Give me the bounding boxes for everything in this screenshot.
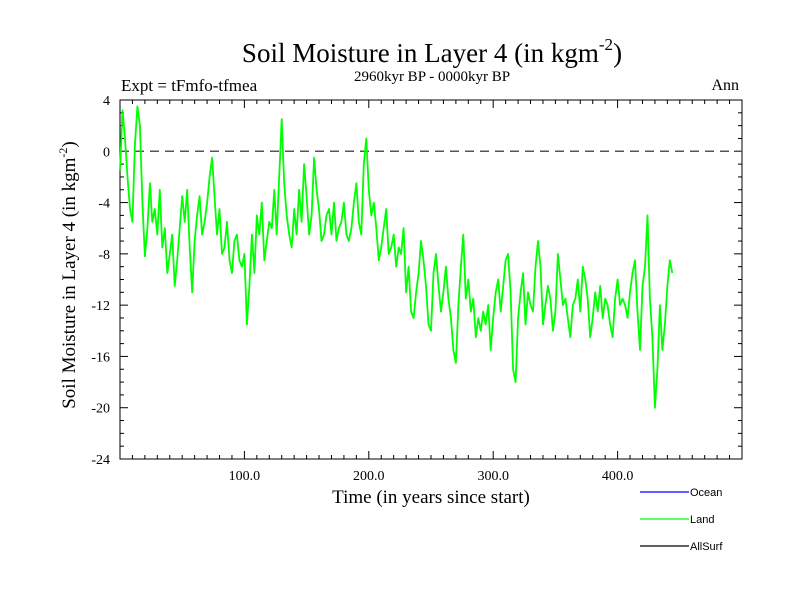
legend-ocean-label: Ocean (690, 487, 722, 499)
y-tick-label: -20 (91, 402, 110, 417)
x-axis-ticks: 100.0 200.0 300.0 400.0 (131, 100, 731, 484)
time-range-label: 2960kyr BP - 0000kyr BP (354, 69, 510, 85)
x-tick-label: 100.0 (229, 469, 261, 484)
y-tick-label: -12 (91, 299, 110, 314)
experiment-label: Expt = tFmfo-tfmea (121, 76, 258, 95)
season-label: Ann (711, 77, 739, 94)
legend: Ocean Land AllSurf (640, 487, 723, 553)
y-axis-label: Soil Moisture in Layer 4 (in kgm-2) (56, 141, 80, 409)
legend-allsurf-label: AllSurf (690, 541, 723, 553)
x-tick-label: 300.0 (477, 469, 509, 484)
legend-land-label: Land (690, 514, 714, 526)
y-tick-label: 4 (103, 94, 110, 109)
y-tick-label: -24 (91, 453, 110, 468)
y-tick-label: -4 (98, 197, 110, 212)
y-axis-ticks: 4 0 -4 -8 -12 -16 -20 -24 (91, 94, 742, 468)
series-group (119, 105, 674, 409)
y-tick-label: -8 (98, 248, 110, 263)
x-tick-label: 400.0 (602, 469, 634, 484)
y-tick-label: 0 (103, 145, 110, 160)
chart-title: Soil Moisture in Layer 4 (in kgm-2) (242, 35, 622, 68)
x-tick-label: 200.0 (353, 469, 385, 484)
series-line-land (119, 105, 674, 409)
y-tick-label: -16 (91, 350, 110, 365)
x-axis-label: Time (in years since start) (332, 487, 530, 508)
